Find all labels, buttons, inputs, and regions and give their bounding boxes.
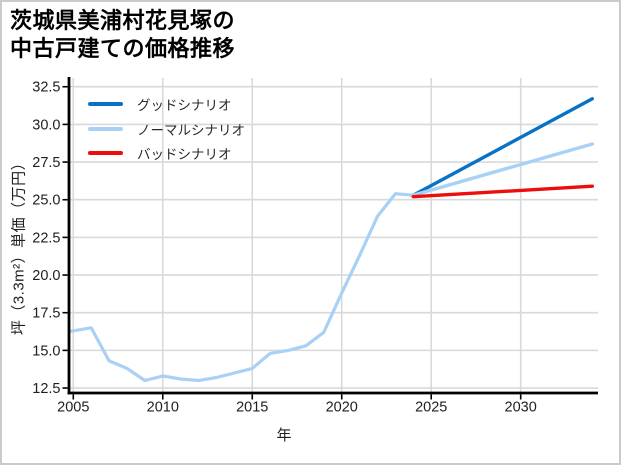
y-axis-label: 坪（3.3m²）単価（万円）	[10, 154, 28, 336]
legend-item-normal-scenario: ノーマルシナリオ	[88, 117, 245, 142]
legend-label-normal-scenario: ノーマルシナリオ	[137, 122, 245, 138]
x-tick-label-2005: 2005	[57, 400, 89, 416]
y-tick-label-25: 25.0	[32, 193, 60, 209]
y-tick-label-17.5: 17.5	[32, 306, 60, 322]
x-tick-label-2030: 2030	[505, 400, 537, 416]
y-tick-label-22.5: 22.5	[32, 230, 60, 246]
y-tick-label-27.5: 27.5	[32, 155, 60, 171]
legend-swatch-good-scenario	[88, 102, 123, 107]
series-line-historical	[68, 192, 415, 383]
legend-label-good-scenario: グッドシナリオ	[137, 98, 232, 114]
legend-item-bad-scenario: バッドシナリオ	[88, 141, 245, 166]
legend: グッドシナリオ ノーマルシナリオ バッドシナリオ	[88, 92, 245, 166]
x-tick-label-2020: 2020	[326, 400, 358, 416]
y-tick-label-15: 15.0	[32, 343, 60, 359]
chart-title-line1: 茨城県美浦村花見塚の	[10, 8, 236, 33]
series-line-good-scenario	[411, 97, 594, 197]
y-tick-label-30: 30.0	[32, 117, 60, 133]
series-line-normal-scenario	[411, 142, 594, 197]
legend-swatch-bad-scenario	[88, 151, 123, 156]
legend-item-good-scenario: グッドシナリオ	[88, 92, 245, 117]
x-axis-label: 年	[276, 427, 292, 444]
legend-swatch-normal-scenario	[88, 126, 123, 131]
series-line-bad-scenario	[411, 184, 594, 199]
y-tick-label-12.5: 12.5	[32, 381, 60, 397]
legend-label-bad-scenario: バッドシナリオ	[137, 147, 232, 163]
chart-title: 茨城県美浦村花見塚の 中古戸建ての価格推移	[10, 7, 235, 63]
y-tick-label-20: 20.0	[32, 268, 60, 284]
x-tick-label-2015: 2015	[236, 400, 268, 416]
y-tick-label-32.5: 32.5	[32, 80, 60, 96]
chart-title-line2: 中古戸建ての価格推移	[10, 36, 236, 61]
x-tick-label-2010: 2010	[147, 400, 179, 416]
x-tick-label-2025: 2025	[415, 400, 447, 416]
